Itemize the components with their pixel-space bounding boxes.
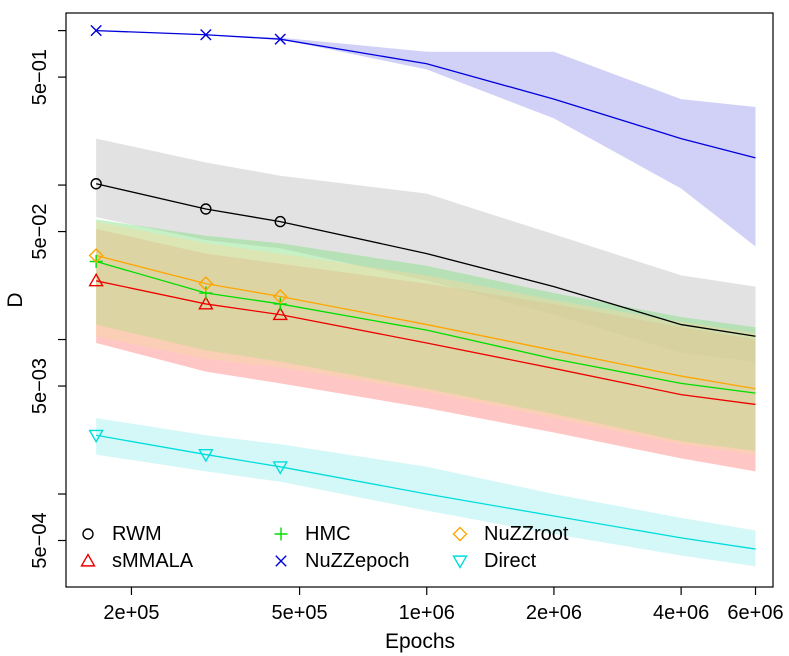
point-smmala-0 — [88, 272, 104, 287]
legend-symbol-hmc — [274, 527, 288, 541]
line-nuzzroot — [95, 254, 756, 390]
y-axis: 5e−01 5e−02 5e−03 5e−04 — [29, 30, 66, 569]
legend-item-direct: Direct — [452, 550, 537, 572]
point-nuzzepoch-1 — [200, 29, 212, 41]
x-tick-label: 2e+05 — [103, 602, 159, 624]
y-tick-label: 5e−04 — [29, 512, 51, 568]
legend-symbol-rwm — [82, 528, 94, 540]
point-rwm-1 — [200, 203, 212, 215]
point-direct-2 — [272, 461, 288, 475]
legend-item-rwm: RWM — [82, 523, 162, 545]
y-tick-label: 5e−03 — [29, 358, 51, 414]
x-axis-label: Epochs — [385, 630, 455, 653]
point-nuzzepoch-2 — [274, 33, 286, 45]
legend-item-smmala: sMMALA — [80, 550, 194, 572]
confidence-bands — [96, 30, 756, 567]
legend-label: Direct — [484, 550, 537, 572]
point-direct-0 — [88, 429, 104, 444]
legend-symbol-nuzzroot — [452, 526, 468, 542]
series-markers — [88, 24, 288, 475]
legend-label: RWM — [112, 523, 162, 545]
band-nuzzepoch — [96, 30, 756, 247]
x-tick-label: 1e+06 — [399, 602, 455, 624]
band-hmc — [96, 219, 756, 451]
x-tick-label: 6e+06 — [727, 602, 783, 624]
legend-label: sMMALA — [112, 550, 194, 572]
point-rwm-2 — [274, 215, 286, 228]
x-axis: 2e+05 5e+05 1e+06 2e+06 4e+06 6e+06 — [103, 587, 784, 624]
legend: RWM sMMALA HMC NuZZepoch NuZZroot Direct — [80, 523, 569, 572]
x-tick-label: 2e+06 — [526, 602, 582, 624]
legend-item-hmc: HMC — [274, 523, 351, 545]
legend-symbol-direct — [452, 555, 468, 569]
point-hmc-1 — [199, 286, 213, 300]
y-axis-label: D — [4, 292, 27, 307]
legend-symbol-nuzzepoch — [275, 555, 287, 567]
point-nuzzroot-0 — [88, 248, 104, 263]
legend-item-nuzzepoch: NuZZepoch — [275, 550, 410, 572]
point-direct-1 — [198, 448, 214, 463]
legend-label: NuZZepoch — [305, 550, 410, 572]
legend-label: HMC — [305, 523, 351, 545]
x-tick-label: 5e+05 — [271, 602, 327, 624]
y-tick-label: 5e−02 — [29, 203, 51, 259]
point-smmala-1 — [198, 296, 214, 310]
line-direct — [96, 434, 756, 550]
band-rwm — [96, 138, 756, 362]
legend-item-nuzzroot: NuZZroot — [452, 523, 569, 545]
x-tick-label: 4e+06 — [653, 602, 709, 624]
legend-symbol-smmala — [80, 553, 96, 567]
point-rwm-0 — [90, 178, 102, 190]
line-rwm — [96, 183, 756, 337]
line-smmala — [96, 280, 756, 406]
y-tick-label: 5e−01 — [29, 49, 51, 105]
plot-frame — [65, 12, 774, 588]
point-smmala-2 — [272, 306, 288, 321]
point-nuzzepoch-0 — [90, 24, 102, 37]
band-nuzzroot — [96, 221, 756, 455]
point-nuzzroot-1 — [198, 276, 214, 292]
band-smmala — [96, 228, 756, 472]
band-direct — [96, 418, 756, 567]
point-nuzzroot-2 — [272, 288, 288, 304]
legend-label: NuZZroot — [484, 523, 569, 545]
